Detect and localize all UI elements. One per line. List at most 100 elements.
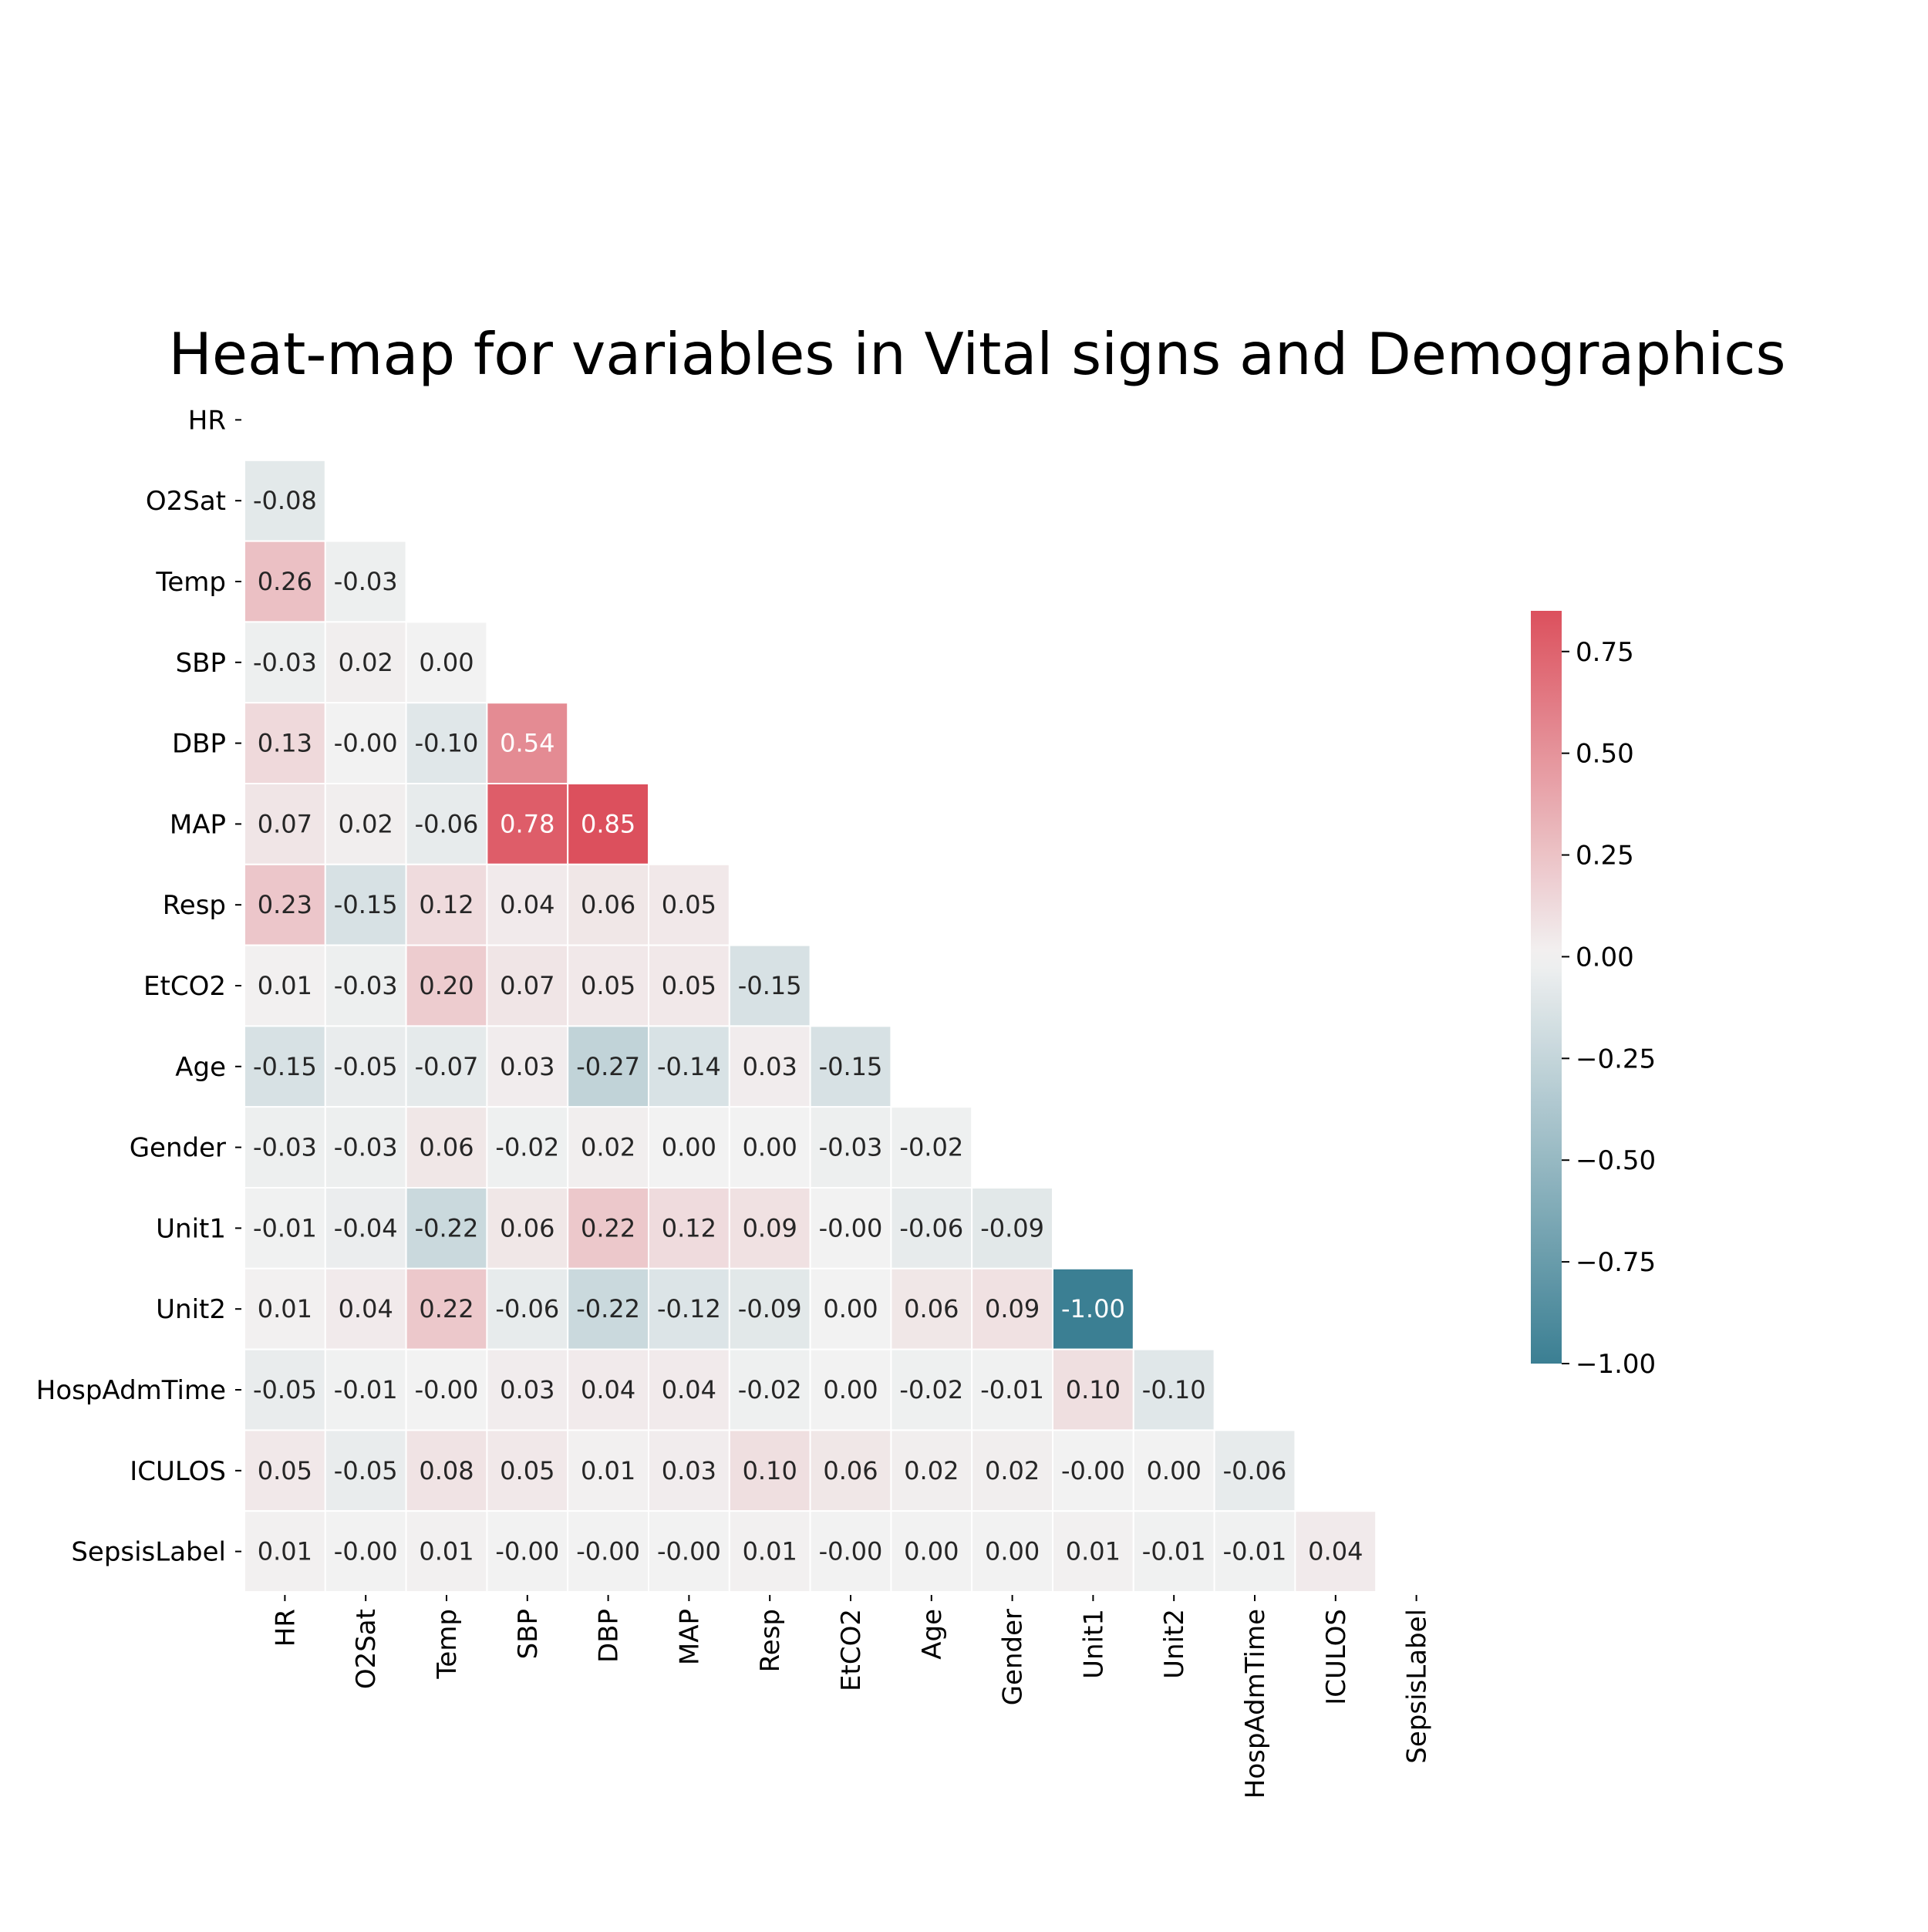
heatmap-cell bbox=[648, 1106, 730, 1189]
y-tick-label: Age bbox=[175, 1052, 226, 1083]
cell-value-label: 0.00 bbox=[985, 1537, 1040, 1566]
y-tick-label: SBP bbox=[176, 648, 226, 679]
heatmap-cell bbox=[244, 1510, 326, 1593]
heatmap-cell bbox=[324, 540, 407, 623]
y-tick-label: SepsisLabel bbox=[71, 1537, 226, 1568]
cell-value-label: -0.00 bbox=[1061, 1456, 1125, 1485]
cell-value-label: 0.04 bbox=[1308, 1537, 1363, 1566]
heatmap-cell bbox=[648, 1348, 730, 1431]
cell-value-label: 0.00 bbox=[419, 648, 474, 677]
y-tick-label: DBP bbox=[172, 729, 226, 760]
heatmap-cell bbox=[728, 1348, 811, 1431]
cell-value-label: -0.03 bbox=[253, 648, 317, 677]
y-tick-label: Temp bbox=[155, 567, 226, 598]
heatmap-cell bbox=[648, 1510, 730, 1593]
heatmap-cell bbox=[405, 1429, 488, 1512]
heatmap-cell bbox=[567, 863, 650, 946]
heatmap-cell bbox=[486, 702, 569, 785]
cell-value-label: 0.22 bbox=[581, 1213, 635, 1242]
heatmap-cell bbox=[890, 1348, 973, 1431]
chart-title: Heat-map for variables in Vital signs an… bbox=[168, 320, 1785, 388]
heatmap-cell bbox=[405, 1348, 488, 1431]
cell-value-label: -0.22 bbox=[576, 1294, 640, 1323]
cell-value-label: 0.05 bbox=[258, 1456, 312, 1485]
heatmap-cell bbox=[486, 1348, 569, 1431]
heatmap-cell bbox=[405, 1187, 488, 1269]
cell-value-label: 0.06 bbox=[419, 1133, 474, 1162]
cell-value-label: 0.02 bbox=[985, 1456, 1040, 1485]
heatmap-cell bbox=[324, 702, 407, 785]
heatmap-cell bbox=[324, 944, 407, 1027]
cell-value-label: 0.10 bbox=[743, 1456, 797, 1485]
x-tick-label: Age bbox=[917, 1609, 948, 1660]
cell-value-label: -0.07 bbox=[415, 1052, 479, 1081]
heatmap-cell bbox=[405, 1510, 488, 1593]
cell-value-label: 0.00 bbox=[904, 1537, 959, 1566]
heatmap-cell bbox=[324, 1510, 407, 1593]
cell-value-label: 0.10 bbox=[1066, 1375, 1121, 1404]
cell-value-label: 0.01 bbox=[1066, 1537, 1121, 1566]
cell-value-label: 0.00 bbox=[743, 1133, 797, 1162]
cell-value-label: -0.05 bbox=[253, 1375, 317, 1404]
y-tick-label: HR bbox=[188, 405, 226, 436]
cell-value-label: -0.15 bbox=[819, 1052, 883, 1081]
heatmap-cell bbox=[971, 1429, 1053, 1512]
cell-value-label: -0.02 bbox=[899, 1133, 963, 1162]
heatmap-cell bbox=[567, 1187, 650, 1269]
x-tick-label: Temp bbox=[432, 1609, 463, 1680]
heatmap-cells: -0.08 0.26 -0.03 -0.03 0.02 0.00 0.13 -0.00 -0.1… bbox=[244, 459, 1377, 1593]
cell-value-label: -0.03 bbox=[334, 1133, 398, 1162]
cell-value-label: 0.26 bbox=[258, 567, 312, 596]
cell-value-label: -0.03 bbox=[334, 971, 398, 1000]
cell-value-label: -0.01 bbox=[1223, 1537, 1287, 1566]
x-tick-label: Resp bbox=[755, 1609, 786, 1672]
heatmap-cell bbox=[809, 1025, 892, 1108]
cell-value-label: 0.01 bbox=[258, 971, 312, 1000]
cell-value-label: 0.01 bbox=[581, 1456, 635, 1485]
heatmap-cell bbox=[244, 1429, 326, 1512]
cell-value-label: 0.06 bbox=[904, 1294, 959, 1323]
cell-value-label: -0.04 bbox=[334, 1213, 398, 1242]
cell-value-label: -0.01 bbox=[334, 1375, 398, 1404]
heatmap-cell bbox=[486, 1267, 569, 1350]
y-tick-label: Gender bbox=[130, 1133, 226, 1164]
x-tick-label: HR bbox=[270, 1609, 301, 1647]
heatmap-cell bbox=[486, 1510, 569, 1593]
heatmap-cell bbox=[728, 1106, 811, 1189]
cell-value-label: 0.12 bbox=[419, 890, 474, 919]
cell-value-label: 0.02 bbox=[339, 809, 393, 838]
x-tick-label: SepsisLabel bbox=[1402, 1609, 1433, 1764]
heatmap-cell bbox=[1132, 1348, 1215, 1431]
cell-value-label: 0.01 bbox=[258, 1294, 312, 1323]
heatmap-cell bbox=[890, 1267, 973, 1350]
cell-value-label: -0.15 bbox=[334, 890, 398, 919]
heatmap-cell bbox=[244, 1187, 326, 1269]
cell-value-label: 0.00 bbox=[662, 1133, 716, 1162]
cell-value-label: 0.09 bbox=[985, 1294, 1040, 1323]
heatmap-cell bbox=[244, 1106, 326, 1189]
y-tick-label: HospAdmTime bbox=[36, 1375, 226, 1406]
x-tick-label: Gender bbox=[998, 1609, 1029, 1705]
cell-value-label: 0.54 bbox=[500, 729, 554, 758]
cell-value-label: -0.00 bbox=[495, 1537, 559, 1566]
x-tick-label: HospAdmTime bbox=[1240, 1609, 1271, 1799]
heatmap-cell bbox=[809, 1510, 892, 1593]
heatmap-cell bbox=[244, 863, 326, 946]
cell-value-label: -0.10 bbox=[415, 729, 479, 758]
cell-value-label: -0.03 bbox=[253, 1133, 317, 1162]
cell-value-label: 0.00 bbox=[1147, 1456, 1202, 1485]
cell-value-label: -0.27 bbox=[576, 1052, 640, 1081]
heatmap-cell bbox=[648, 1429, 730, 1512]
heatmap-cell bbox=[728, 944, 811, 1027]
colorbar-gradient bbox=[1531, 611, 1562, 1364]
cell-value-label: -0.02 bbox=[738, 1375, 802, 1404]
cell-value-label: -0.02 bbox=[495, 1133, 559, 1162]
x-tick-label: DBP bbox=[594, 1609, 625, 1663]
cell-value-label: 0.06 bbox=[581, 890, 635, 919]
cell-value-label: 0.02 bbox=[339, 648, 393, 677]
cell-value-label: -0.05 bbox=[334, 1456, 398, 1485]
heatmap-cell bbox=[244, 540, 326, 623]
heatmap-cell bbox=[244, 1025, 326, 1108]
cell-value-label: 0.08 bbox=[419, 1456, 474, 1485]
colorbar-tick-label: −0.50 bbox=[1576, 1145, 1656, 1176]
